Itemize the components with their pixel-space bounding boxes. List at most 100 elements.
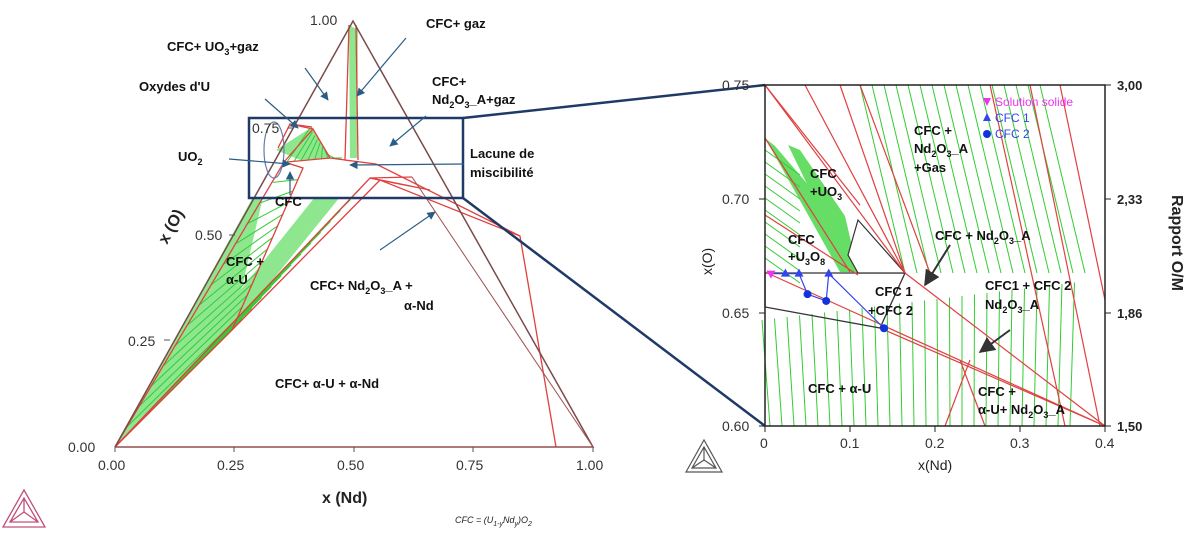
tie-line: [943, 84, 990, 274]
label-lacune-1: Lacune de: [470, 146, 534, 161]
tie-line: [272, 179, 298, 183]
zoom-y-tick-065: 0.65: [722, 305, 749, 321]
tie-line: [774, 318, 783, 427]
label-cfc-au-1: CFC +: [226, 254, 264, 269]
tie-line: [955, 84, 1002, 274]
tie-line: [919, 84, 966, 274]
right-tick-150: 1,50: [1117, 419, 1142, 434]
tie-line: [764, 173, 801, 200]
zoom-label-u3o8-1: CFC: [788, 232, 815, 247]
tie-line: [236, 213, 283, 244]
zoom-label-u3o8-2: +U3O8: [788, 249, 825, 267]
zoom-data-points: [766, 268, 888, 333]
tie-line: [199, 248, 268, 305]
tie-line: [924, 300, 927, 427]
zoom-box: [247, 116, 465, 200]
zoom-label-cfc-au: CFC + α-U: [808, 381, 871, 396]
zoom-label-cfc-au-nd-2: α-U+ Nd2O3_A: [978, 402, 1066, 420]
zoom-axis-ticks: [759, 84, 1111, 432]
tie-line: [1069, 282, 1075, 427]
zoom-label-gas-3: +Gas: [914, 160, 946, 175]
tie-line: [886, 304, 891, 427]
tie-line: [175, 271, 258, 346]
tie-line: [1015, 84, 1062, 274]
legend-cfc2: CFC 2: [995, 127, 1030, 141]
tie-line: [163, 283, 253, 366]
tie-line: [764, 233, 801, 260]
zoom-arrows: [924, 244, 1011, 353]
legend-solution-solide: Solution solide: [995, 95, 1073, 109]
cfc-nd2o3-gap: [847, 218, 907, 274]
y-tick-000: 0.00: [68, 439, 95, 455]
tie-line: [907, 84, 954, 274]
tie-line: [1045, 285, 1050, 427]
tie-line: [985, 292, 988, 427]
tie-line: [764, 209, 801, 236]
tie-line: [764, 197, 801, 224]
tie-line: [1039, 84, 1086, 274]
zoom-x-tick-02: 0.2: [925, 435, 945, 451]
tie-line: [764, 245, 801, 272]
zoom-label-cfc12-nd-2: Nd2O3_A: [985, 297, 1040, 315]
tie-line: [895, 84, 942, 274]
data-point-cfc-1: [794, 268, 804, 277]
tie-line: [859, 84, 906, 274]
ternary-frame-inner: [115, 176, 594, 448]
zoom-y-axis-label: x(O): [699, 248, 715, 275]
label-cfc-au-and: CFC+ α-U + α-Nd: [275, 376, 379, 391]
tie-line: [764, 257, 801, 284]
zoom-label-uo3-2: +UO3: [810, 184, 842, 202]
label-cfc-nd2o3-gaz-2: Nd2O3_A+gaz: [432, 92, 516, 110]
y-tick-075: 0.75: [252, 120, 279, 136]
tie-line: [799, 315, 807, 427]
zoom-label-cfc12-1: CFC 1: [875, 284, 913, 299]
zoom-legend: Solution solide CFC 1 CFC 2: [983, 95, 1073, 141]
zoom-y-tick-060: 0.60: [722, 418, 749, 434]
tie-line: [320, 146, 323, 160]
label-cfc-gaz: CFC+ gaz: [426, 16, 486, 31]
zoom-x-tick-01: 0.1: [840, 435, 860, 451]
tie-line: [911, 301, 915, 427]
y-tick-050: 0.50: [195, 227, 222, 243]
data-point-solution-solide: [766, 270, 776, 279]
zoom-tie-lines: [761, 84, 1086, 427]
x-tick-050: 0.50: [337, 457, 364, 473]
label-cfc-nd2o3-and-2: α-Nd: [404, 298, 434, 313]
legend-marker-cfc2: [983, 130, 991, 138]
tie-line: [861, 307, 867, 427]
tie-line: [786, 316, 795, 427]
y-axis-label: x (O): [156, 207, 188, 247]
tie-line: [300, 135, 316, 162]
legend-marker-solution-solide: [983, 98, 991, 106]
label-cfc-nd2o3-gaz-1: CFC+: [432, 74, 467, 89]
tie-line: [949, 297, 951, 427]
label-lacune-2: miscibilité: [470, 165, 534, 180]
zoom-x-axis-label: x(Nd): [918, 457, 952, 473]
zoom-y-tick-070: 0.70: [722, 191, 749, 207]
tie-line: [1003, 84, 1050, 274]
zoom-plot-area: [765, 85, 1105, 426]
footnote: CFC = (U1-yNdy)O2: [455, 515, 532, 528]
ternary-arrows: [228, 37, 465, 251]
tie-line: [764, 221, 801, 248]
uo2-ellipse: [263, 121, 285, 179]
label-cfc-uo3-gaz: CFC+ UO3+gaz: [167, 39, 259, 57]
label-oxydes: Oxydes d'U: [139, 79, 210, 94]
zoom-label-gas-1: CFC +: [914, 123, 952, 138]
zoom-label-cfc-au-nd-1: CFC +: [978, 384, 1016, 399]
tie-line: [138, 306, 243, 407]
tie-line: [764, 149, 801, 176]
tie-line: [151, 294, 248, 387]
tie-line: [1057, 283, 1063, 427]
tie-line: [991, 84, 1038, 274]
tie-line: [293, 131, 313, 162]
y-tick-025: 0.25: [128, 333, 155, 349]
zoom-green-fill: [765, 138, 858, 272]
tie-line: [1009, 289, 1013, 427]
tie-line: [931, 84, 978, 274]
label-cfc: CFC: [275, 194, 302, 209]
tie-line: [1021, 288, 1025, 427]
tie-line: [874, 306, 879, 427]
data-point-cfc-2: [803, 290, 812, 299]
zoom-label-cfc12-2: +CFC 2: [868, 303, 913, 318]
